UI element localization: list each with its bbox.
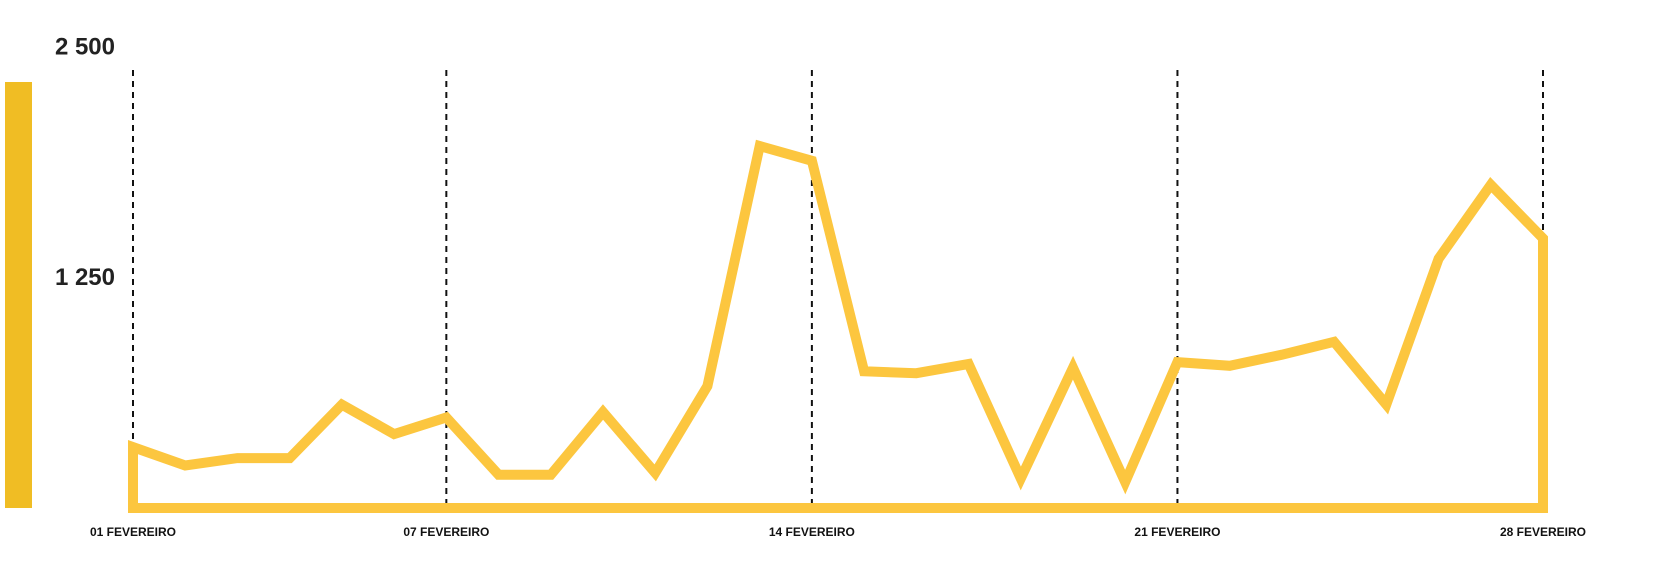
data-point [1281, 354, 1283, 356]
x-tick-label: 01 FEVEREIRO [90, 525, 176, 539]
x-axis-ticks: 01 FEVEREIRO 07 FEVEREIRO 14 FEVEREIRO 21 F… [90, 525, 1586, 539]
data-point [1229, 365, 1231, 367]
data-point [341, 404, 343, 406]
data-point [1124, 481, 1126, 483]
data-point [968, 363, 970, 365]
data-point [706, 385, 708, 387]
x-tick-label: 21 FEVEREIRO [1134, 525, 1220, 539]
data-point [1490, 184, 1492, 186]
data-point [498, 474, 500, 476]
accent-bar [5, 82, 32, 508]
data-point [236, 457, 238, 459]
data-point [1438, 258, 1440, 260]
series-line [128, 139, 1548, 513]
data-point [863, 370, 865, 372]
data-point [811, 160, 813, 162]
data-point [1385, 404, 1387, 406]
data-point [1020, 478, 1022, 479]
x-tick-label: 14 FEVEREIRO [769, 525, 855, 539]
data-point [550, 474, 552, 476]
data-point [289, 457, 291, 459]
data-point [132, 446, 134, 448]
y-tick-label: 2 500 [55, 33, 115, 60]
data-point [1542, 237, 1544, 239]
data-point [184, 465, 186, 466]
data-point [654, 472, 656, 474]
x-tick-label: 28 FEVEREIRO [1500, 525, 1586, 539]
data-point [445, 417, 447, 418]
data-point [1333, 341, 1335, 343]
series-layer [128, 139, 1548, 513]
y-tick-label: 1 250 [55, 264, 115, 291]
y-axis-ticks: 1 250 2 500 [55, 33, 115, 291]
data-point [602, 411, 604, 413]
data-point [759, 145, 761, 147]
data-point [1176, 361, 1178, 363]
data-point [393, 433, 395, 435]
data-point [915, 372, 917, 374]
data-point [1072, 367, 1074, 369]
x-tick-label: 07 FEVEREIRO [403, 525, 489, 539]
grid-lines [132, 70, 1544, 512]
